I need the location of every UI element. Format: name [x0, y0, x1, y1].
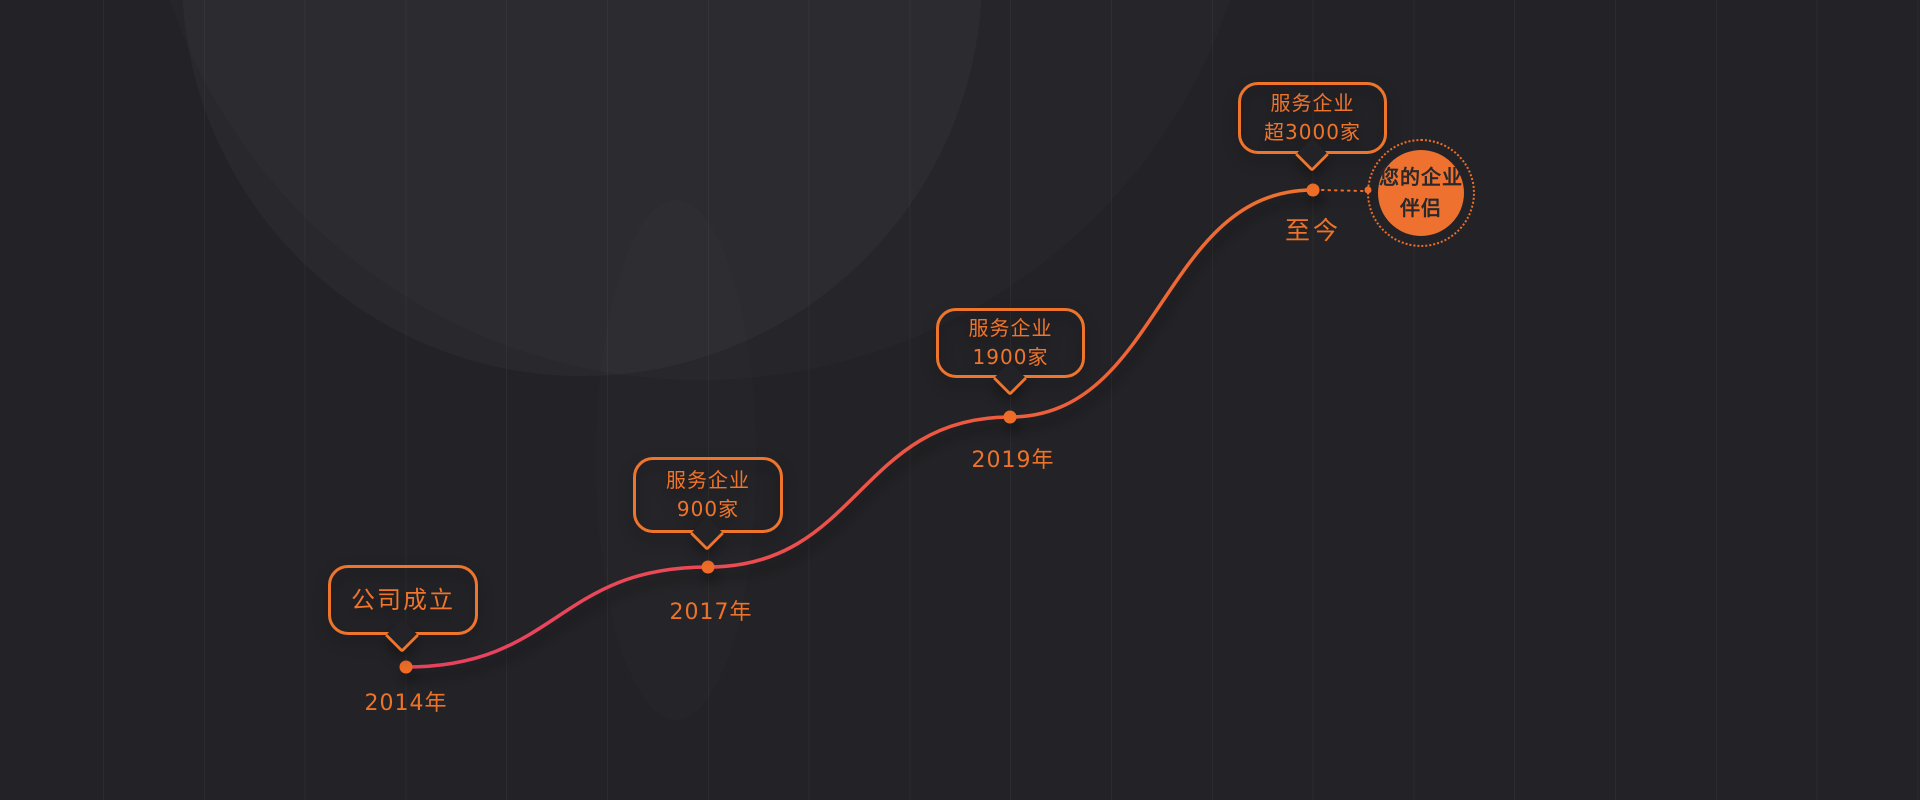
callout-text: 超3000家: [1264, 120, 1361, 144]
milestone-dot-2017: [701, 560, 715, 574]
callout-text: 服务企业: [1270, 91, 1355, 115]
callout-text: 1900家: [972, 345, 1049, 369]
milestone-dot-2019: [1003, 410, 1017, 424]
endpoint-text-line1: 您的企业: [1379, 165, 1463, 189]
callout-text: 服务企业: [666, 468, 750, 492]
milestone-dot-now: [1306, 183, 1320, 197]
callout-now: 服务企业 超3000家: [1238, 82, 1387, 154]
endpoint-dotted-connector: [1321, 189, 1364, 192]
year-label-2017: 2017年: [669, 600, 753, 625]
callout-text: 服务企业: [968, 316, 1053, 340]
callout-2019: 服务企业 1900家: [936, 308, 1085, 378]
endpoint-badge: 您的企业 伴侣: [1367, 139, 1475, 247]
year-label-2014: 2014年: [364, 691, 448, 716]
callout-2014: 公司成立: [328, 565, 478, 635]
year-label-2019: 2019年: [971, 448, 1055, 473]
year-label-now: 至今: [1284, 216, 1342, 245]
callout-text: 900家: [676, 497, 740, 521]
callout-text: 公司成立: [351, 585, 455, 614]
endpoint-text-line2: 伴侣: [1400, 196, 1442, 220]
milestone-dot-2014: [399, 660, 413, 674]
callout-2017: 服务企业 900家: [633, 457, 783, 533]
growth-curve-path: [404, 188, 1315, 669]
